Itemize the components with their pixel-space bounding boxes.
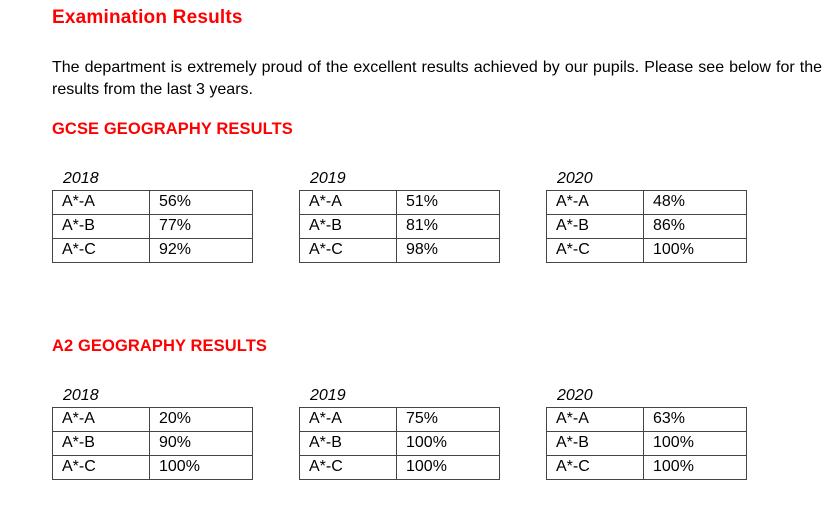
- results-table: A*-A 20% A*-B 90% A*-C 100%: [52, 407, 253, 480]
- value-cell: 98%: [396, 238, 500, 263]
- value-cell: 100%: [643, 455, 747, 480]
- value-cell: 100%: [396, 455, 500, 480]
- grade-cell: A*-B: [546, 214, 644, 239]
- value-cell: 92%: [149, 238, 253, 263]
- grade-cell: A*-A: [52, 190, 150, 215]
- year-label: 2020: [557, 170, 593, 187]
- table-row: A*-C 98%: [299, 238, 500, 263]
- table-row: A*-A 63%: [546, 407, 747, 432]
- gcse-tables-row: 2018 A*-A 56% A*-B 77% A*-C 92%: [52, 170, 820, 263]
- year-label: 2019: [310, 170, 346, 187]
- table-row: A*-B 81%: [299, 214, 500, 239]
- grade-cell: A*-C: [52, 455, 150, 480]
- table-row: A*-C 92%: [52, 238, 253, 263]
- table-row: A*-C 100%: [52, 455, 253, 480]
- table-row: A*-A 51%: [299, 190, 500, 215]
- grade-cell: A*-C: [546, 455, 644, 480]
- section-gcse: GCSE GEOGRAPHY RESULTS 2018 A*-A 56% A*-…: [52, 120, 820, 263]
- value-cell: 100%: [643, 238, 747, 263]
- a2-2019-block: 2019 A*-A 75% A*-B 100% A*-C 100%: [299, 387, 500, 480]
- value-cell: 81%: [396, 214, 500, 239]
- results-table: A*-A 75% A*-B 100% A*-C 100%: [299, 407, 500, 480]
- value-cell: 100%: [643, 431, 747, 456]
- results-table: A*-A 63% A*-B 100% A*-C 100%: [546, 407, 747, 480]
- value-cell: 48%: [643, 190, 747, 215]
- table-row: A*-C 100%: [546, 238, 747, 263]
- year-label: 2018: [63, 387, 99, 404]
- value-cell: 77%: [149, 214, 253, 239]
- year-label: 2020: [557, 387, 593, 404]
- table-row: A*-A 20%: [52, 407, 253, 432]
- table-row: A*-B 100%: [299, 431, 500, 456]
- value-cell: 100%: [149, 455, 253, 480]
- section-a2-heading: A2 GEOGRAPHY RESULTS: [52, 337, 268, 355]
- grade-cell: A*-B: [299, 431, 397, 456]
- value-cell: 63%: [643, 407, 747, 432]
- section-gcse-heading: GCSE GEOGRAPHY RESULTS: [52, 120, 293, 138]
- table-row: A*-C 100%: [299, 455, 500, 480]
- value-cell: 20%: [149, 407, 253, 432]
- grade-cell: A*-C: [299, 238, 397, 263]
- table-row: A*-B 90%: [52, 431, 253, 456]
- grade-cell: A*-A: [52, 407, 150, 432]
- value-cell: 51%: [396, 190, 500, 215]
- table-row: A*-B 100%: [546, 431, 747, 456]
- grade-cell: A*-A: [299, 190, 397, 215]
- gcse-2020-block: 2020 A*-A 48% A*-B 86% A*-C 100%: [546, 170, 747, 263]
- grade-cell: A*-A: [546, 190, 644, 215]
- grade-cell: A*-C: [299, 455, 397, 480]
- results-table: A*-A 56% A*-B 77% A*-C 92%: [52, 190, 253, 263]
- table-row: A*-A 56%: [52, 190, 253, 215]
- results-table: A*-A 51% A*-B 81% A*-C 98%: [299, 190, 500, 263]
- grade-cell: A*-C: [546, 238, 644, 263]
- value-cell: 56%: [149, 190, 253, 215]
- grade-cell: A*-B: [52, 214, 150, 239]
- value-cell: 90%: [149, 431, 253, 456]
- a2-2018-block: 2018 A*-A 20% A*-B 90% A*-C 100%: [52, 387, 253, 480]
- grade-cell: A*-B: [546, 431, 644, 456]
- a2-tables-row: 2018 A*-A 20% A*-B 90% A*-C 100%: [52, 387, 820, 480]
- grade-cell: A*-A: [546, 407, 644, 432]
- year-label: 2019: [310, 387, 346, 404]
- year-label: 2018: [63, 170, 99, 187]
- intro-paragraph: The department is extremely proud of the…: [52, 59, 822, 98]
- gcse-2018-block: 2018 A*-A 56% A*-B 77% A*-C 92%: [52, 170, 253, 263]
- page-title: Examination Results: [52, 7, 243, 28]
- results-table: A*-A 48% A*-B 86% A*-C 100%: [546, 190, 747, 263]
- section-a2: A2 GEOGRAPHY RESULTS 2018 A*-A 20% A*-B …: [52, 337, 820, 480]
- grade-cell: A*-C: [52, 238, 150, 263]
- table-row: A*-A 48%: [546, 190, 747, 215]
- table-row: A*-A 75%: [299, 407, 500, 432]
- table-row: A*-C 100%: [546, 455, 747, 480]
- gcse-2019-block: 2019 A*-A 51% A*-B 81% A*-C 98%: [299, 170, 500, 263]
- grade-cell: A*-B: [52, 431, 150, 456]
- document-page: Examination Results The department is ex…: [52, 7, 822, 480]
- value-cell: 86%: [643, 214, 747, 239]
- value-cell: 100%: [396, 431, 500, 456]
- value-cell: 75%: [396, 407, 500, 432]
- table-row: A*-B 77%: [52, 214, 253, 239]
- grade-cell: A*-B: [299, 214, 397, 239]
- grade-cell: A*-A: [299, 407, 397, 432]
- table-row: A*-B 86%: [546, 214, 747, 239]
- a2-2020-block: 2020 A*-A 63% A*-B 100% A*-C 100%: [546, 387, 747, 480]
